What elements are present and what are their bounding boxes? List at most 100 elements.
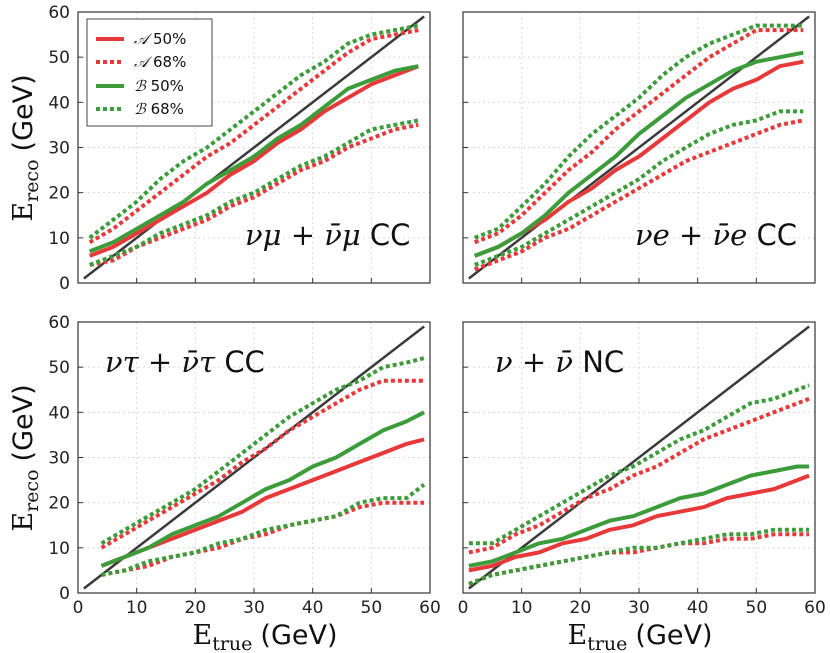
panel-nue: νe + ν̄e CC — [462, 11, 816, 284]
panel-nutau: 0 10 20 30 40 50 60 0 10 20 30 40 50 60 ντ + ν̄τ CC — [48, 313, 440, 618]
xtick-label-20: 20 — [570, 598, 592, 618]
ytick-label-10: 10 — [48, 539, 70, 559]
x-axis-label-left-sym: E — [193, 620, 213, 651]
y-axis-label-bottom-unit: (GeV) — [8, 384, 39, 461]
annotation-math: ν + ν̄ — [495, 345, 582, 379]
y-axis-label-top: Ereco (GeV) — [8, 74, 43, 221]
ytick-label-60: 60 — [48, 313, 70, 333]
series-a-68-upper — [473, 28, 804, 245]
legend-label-a50: 𝒜 50% — [134, 30, 186, 48]
series-a-50 — [88, 64, 420, 258]
xtick-label-50: 50 — [361, 598, 383, 618]
xtick-label-30: 30 — [628, 598, 650, 618]
series-b-68-upper — [88, 23, 419, 240]
series-b-50 — [468, 464, 810, 568]
legend-label-a68: 𝒜 68% — [134, 53, 186, 71]
annotation-label: CC — [224, 345, 265, 379]
ytick-label-50: 50 — [48, 358, 70, 378]
series-b-68-upper — [100, 356, 425, 546]
annotation-label: CC — [370, 218, 411, 252]
xtick-label-10: 10 — [511, 598, 533, 618]
legend-box — [86, 18, 213, 127]
legend-label-b68: ℬ 68% — [134, 100, 184, 118]
annotation-nutau: ντ + ν̄τ CC — [105, 345, 265, 379]
x-axis-label-right-sym: E — [568, 620, 588, 651]
ytick-label-0: 0 — [59, 274, 70, 294]
ytick-label-60: 60 — [48, 3, 70, 23]
panel-nc: 0 10 20 30 40 50 60 ν + ν̄ NC — [458, 321, 826, 618]
legend-pct-a50: 50% — [153, 30, 186, 48]
series-a-68-lower — [101, 500, 425, 577]
xtick-label-40: 40 — [302, 598, 324, 618]
annotation-label: NC — [582, 345, 624, 379]
series-b-68-lower — [88, 118, 419, 267]
xtick-label-50: 50 — [746, 598, 768, 618]
series-a-68-upper — [100, 378, 425, 550]
annotation-math: νμ + ν̄μ — [245, 218, 370, 252]
xtick-label-0: 0 — [458, 598, 469, 618]
x-axis-label-right-unit: (GeV) — [635, 620, 712, 651]
ytick-label-30: 30 — [48, 139, 70, 159]
series-b-68-lower — [101, 483, 426, 577]
legend-entry-b68: ℬ 68% — [96, 100, 184, 118]
x-axis-label-right: Etrue (GeV) — [568, 620, 713, 653]
panel-numu: 0 10 20 30 40 50 60 νμ + ν̄μ CC — [48, 3, 431, 294]
y-axis-label-bottom-sub: reco — [21, 469, 43, 511]
series-b-50 — [100, 410, 426, 568]
xtick-label-20: 20 — [185, 598, 207, 618]
legend-pct-a68: 68% — [153, 53, 186, 71]
ytick-label-0: 0 — [59, 584, 70, 604]
xtick-label-10: 10 — [126, 598, 148, 618]
diagonal-line — [468, 325, 810, 590]
annotation-math: νe + ν̄e — [635, 218, 757, 252]
legend-sym-a68: 𝒜 — [134, 53, 153, 71]
legend-sym-a50: 𝒜 — [134, 30, 153, 48]
series-b-68-upper — [468, 383, 810, 546]
legend-sym-b50: ℬ — [134, 77, 147, 95]
ytick-label-40: 40 — [48, 93, 70, 113]
xtick-label-60: 60 — [804, 598, 826, 618]
diagonal-line — [83, 15, 425, 280]
legend-pct-b68: 68% — [151, 100, 184, 118]
x-axis-label-right-sub: true — [587, 633, 627, 653]
diagonal-line — [468, 15, 810, 280]
xtick-label-0: 0 — [73, 598, 84, 618]
y-axis-label-top-unit: (GeV) — [8, 74, 39, 151]
series-a-68-upper — [468, 396, 810, 555]
ytick-label-50: 50 — [48, 48, 70, 68]
legend: 𝒜 50% 𝒜 68% ℬ 50% ℬ 68% — [86, 18, 213, 127]
y-axis-label-bottom: Ereco (GeV) — [8, 384, 43, 531]
legend-entry-b50: ℬ 50% — [96, 77, 184, 95]
xtick-label-60: 60 — [419, 598, 441, 618]
y-axis-label-top-sym: E — [8, 202, 39, 222]
legend-label-b50: ℬ 50% — [134, 77, 184, 95]
series-b-50 — [473, 50, 804, 258]
y-axis-label-top-sub: reco — [21, 159, 43, 201]
series-b-68-lower — [473, 109, 804, 267]
x-axis-label-left: Etrue (GeV) — [193, 620, 338, 653]
x-axis-label-left-sub: true — [212, 633, 252, 653]
series-a-50 — [468, 473, 810, 573]
annotation-nue: νe + ν̄e CC — [635, 218, 797, 252]
legend-entry-a50: 𝒜 50% — [96, 30, 186, 48]
series-a-68-lower — [473, 118, 804, 272]
ytick-label-30: 30 — [48, 449, 70, 469]
ytick-label-20: 20 — [48, 184, 70, 204]
xtick-label-40: 40 — [687, 598, 709, 618]
y-axis-label-bottom-sym: E — [8, 512, 39, 532]
xtick-label-30: 30 — [243, 598, 265, 618]
series-b-50 — [88, 64, 419, 254]
legend-sym-b68: ℬ — [134, 100, 147, 118]
series-a-68-lower — [468, 532, 810, 586]
ytick-label-40: 40 — [48, 403, 70, 423]
annotation-nc: ν + ν̄ NC — [495, 345, 624, 379]
annotation-numu: νμ + ν̄μ CC — [245, 218, 410, 252]
ytick-label-20: 20 — [48, 494, 70, 514]
series-b-68-upper — [473, 23, 804, 240]
ytick-label-10: 10 — [48, 229, 70, 249]
x-axis-label-left-unit: (GeV) — [260, 620, 337, 651]
annotation-math: ντ + ν̄τ — [105, 345, 224, 379]
series-a-68-upper — [88, 28, 419, 245]
annotation-label: CC — [757, 218, 798, 252]
